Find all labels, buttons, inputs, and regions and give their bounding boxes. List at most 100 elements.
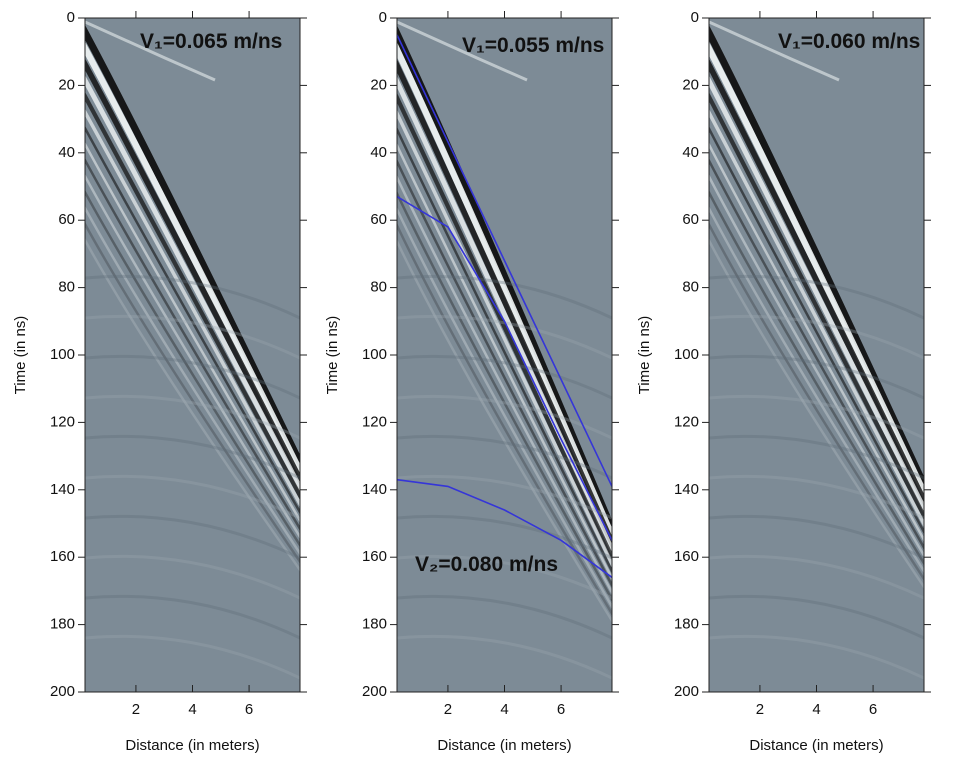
y-tick-label: 160 — [674, 548, 699, 565]
y-tick-label: 120 — [362, 413, 387, 430]
x-axis-label: Distance (in meters) — [125, 737, 259, 754]
panel — [709, 18, 924, 692]
y-tick-label: 180 — [50, 616, 75, 633]
faint-band — [397, 474, 612, 520]
reflection-band — [709, 108, 924, 528]
faint-band — [397, 354, 612, 400]
y-tick-label: 120 — [50, 413, 75, 430]
reflection-band — [85, 58, 300, 486]
reflection-band — [85, 125, 300, 515]
reflection-band — [85, 189, 300, 548]
y-axis-label: Time (in ns) — [636, 316, 653, 395]
reflection-band — [709, 189, 924, 566]
reflection-band — [709, 157, 924, 551]
faint-band — [709, 394, 924, 440]
fit-curve — [397, 478, 612, 579]
y-tick-label: 100 — [50, 346, 75, 363]
reflection-band — [397, 238, 612, 624]
reflection-band — [85, 221, 300, 564]
faint-band — [85, 474, 300, 520]
x-axis-label: Distance (in meters) — [749, 737, 883, 754]
reflection-band — [709, 221, 924, 582]
reflection-band — [397, 109, 612, 569]
reflection-band — [709, 25, 924, 494]
direct-wave — [709, 20, 840, 82]
y-tick-label: 40 — [370, 144, 387, 161]
reflection-band — [397, 174, 612, 596]
reflection-band — [397, 158, 612, 589]
reflection-band — [709, 58, 924, 507]
faint-band — [397, 594, 612, 640]
faint-band — [85, 314, 300, 360]
reflection-band — [397, 42, 612, 544]
y-tick-label: 20 — [370, 76, 387, 93]
velocity-annotation: V₁=0.060 m/ns — [778, 30, 920, 53]
faint-band — [709, 514, 924, 560]
reflection-band — [397, 59, 612, 550]
reflection-band — [397, 190, 612, 603]
x-tick-label: 6 — [245, 701, 253, 718]
velocity-annotation: V₂=0.080 m/ns — [415, 553, 558, 576]
faint-band — [397, 554, 612, 600]
faint-band — [709, 594, 924, 640]
faint-band — [709, 354, 924, 400]
y-tick-label: 140 — [362, 481, 387, 498]
y-tick-label: 180 — [362, 616, 387, 633]
faint-band — [709, 434, 924, 480]
faint-band — [709, 634, 924, 680]
reflection-band — [709, 125, 924, 535]
y-axis-label: Time (in ns) — [324, 316, 341, 395]
y-tick-label: 0 — [691, 9, 699, 26]
faint-band — [709, 274, 924, 320]
fit-curve — [397, 195, 612, 541]
reflection-band — [709, 141, 924, 543]
y-tick-label: 60 — [370, 211, 387, 228]
reflection-band — [709, 173, 924, 558]
reflection-band — [85, 91, 300, 501]
reflection-band — [85, 205, 300, 556]
y-tick-label: 180 — [674, 616, 699, 633]
reflection-band — [397, 126, 612, 574]
reflection-band — [397, 142, 612, 582]
x-tick-label: 6 — [557, 701, 565, 718]
direct-wave — [85, 20, 216, 82]
y-tick-label: 200 — [674, 683, 699, 700]
reflection-band — [85, 237, 300, 573]
y-tick-label: 80 — [682, 279, 699, 296]
y-tick-label: 80 — [58, 279, 75, 296]
faint-band — [709, 474, 924, 520]
faint-band — [85, 274, 300, 320]
y-tick-label: 20 — [682, 76, 699, 93]
y-tick-label: 200 — [362, 683, 387, 700]
velocity-annotation: V₁=0.055 m/ns — [462, 34, 604, 57]
faint-band — [85, 554, 300, 600]
y-tick-label: 40 — [58, 144, 75, 161]
y-tick-label: 100 — [674, 346, 699, 363]
reflection-band — [709, 237, 924, 590]
reflection-band — [85, 24, 300, 471]
y-tick-label: 20 — [58, 76, 75, 93]
direct-wave — [397, 20, 528, 82]
faint-band — [85, 514, 300, 560]
y-tick-label: 140 — [50, 481, 75, 498]
faint-band — [85, 394, 300, 440]
faint-band — [397, 274, 612, 320]
reflection-band — [85, 141, 300, 523]
faint-band — [85, 434, 300, 480]
y-tick-label: 140 — [674, 481, 699, 498]
reflection-band — [709, 92, 924, 521]
y-axis-label: Time (in ns) — [12, 316, 29, 395]
x-tick-label: 4 — [500, 701, 508, 718]
reflection-band — [85, 108, 300, 508]
reflection-band — [397, 206, 612, 610]
faint-band — [85, 594, 300, 640]
x-tick-label: 2 — [132, 701, 140, 718]
faint-band — [85, 634, 300, 680]
y-tick-label: 160 — [362, 548, 387, 565]
faint-band — [85, 354, 300, 400]
panel — [85, 18, 300, 692]
faint-band — [397, 434, 612, 480]
reflection-band — [397, 92, 612, 562]
y-tick-label: 100 — [362, 346, 387, 363]
panel — [397, 18, 612, 692]
